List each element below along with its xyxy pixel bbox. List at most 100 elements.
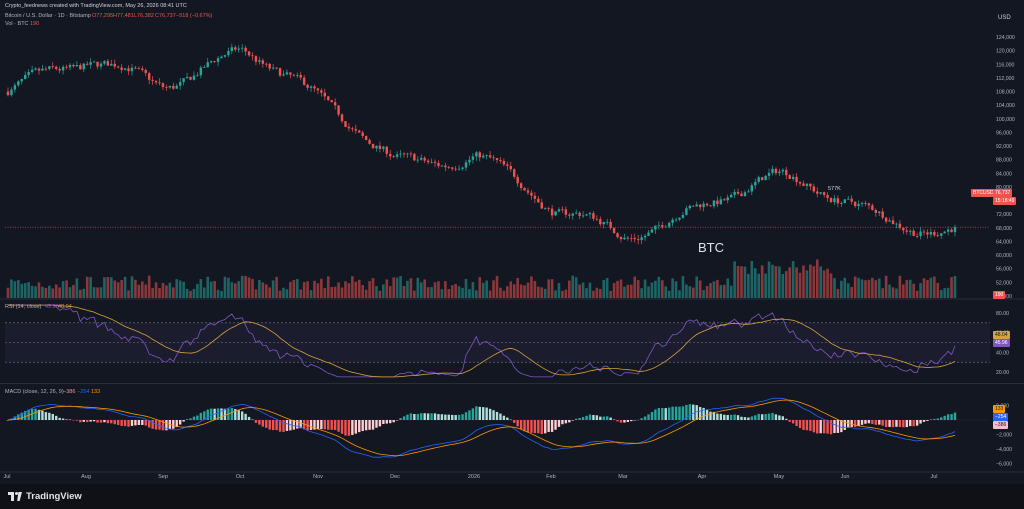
candle: [437, 160, 440, 169]
macd-hist-bar: [636, 419, 640, 421]
volume-bar: [189, 290, 192, 298]
candle: [647, 229, 650, 236]
macd-hist-bar: [919, 420, 922, 424]
candle: [392, 155, 395, 158]
macd-hist-bar: [296, 420, 299, 429]
macd-hist-bar: [526, 420, 530, 433]
candle: [915, 232, 919, 239]
candle: [48, 65, 51, 71]
volume-bar: [908, 279, 912, 298]
candle-body: [27, 72, 30, 75]
candle: [950, 227, 953, 233]
candle: [268, 63, 271, 72]
candle: [464, 159, 468, 171]
candle-body: [822, 192, 826, 195]
macd-hist-bar: [523, 420, 526, 432]
candle-body: [230, 47, 234, 52]
symbol-title[interactable]: Bitcoin / U.S. Dollar · 1D · Bitstamp: [5, 13, 91, 19]
candle-body: [643, 235, 647, 238]
candle-body: [750, 185, 754, 192]
macd-hist-bar: [323, 420, 327, 430]
candle-body: [278, 68, 282, 76]
candle: [13, 82, 17, 93]
candle-body: [723, 199, 726, 201]
candle: [657, 221, 661, 230]
candle-body: [736, 191, 740, 194]
macd-hist-bar: [864, 420, 867, 424]
macd-legend-macd: −254: [77, 389, 90, 395]
candle-body: [330, 100, 333, 103]
candle-body: [605, 221, 609, 223]
volume-bar: [657, 276, 661, 298]
candle: [754, 178, 757, 189]
macd-hist-bar: [244, 413, 247, 420]
volume-bar: [354, 281, 358, 298]
macd-hist-bar: [685, 404, 688, 420]
candle: [289, 72, 292, 79]
macd-hist-bar: [719, 413, 723, 420]
volume-bar: [891, 287, 895, 298]
volume-bar: [612, 283, 616, 298]
candle-body: [395, 154, 399, 157]
volume-bar: [712, 281, 716, 298]
macd-hist-bar: [564, 420, 568, 424]
volume-bar: [629, 284, 633, 298]
volume-bar: [244, 275, 247, 298]
macd-hist-bar: [692, 404, 695, 420]
macd-hist-bar: [702, 407, 705, 420]
candle-body: [781, 169, 785, 172]
macd-hist-bar: [333, 420, 337, 430]
tradingview-logo[interactable]: TradingView: [8, 491, 82, 502]
volume-legend[interactable]: Vol · BTC: [5, 21, 29, 27]
volume-bar: [282, 287, 285, 298]
candle-body: [871, 205, 874, 210]
candle-body: [282, 74, 285, 76]
candle: [240, 43, 244, 53]
candle: [688, 204, 692, 211]
volume-bar: [819, 266, 822, 298]
candle-body: [316, 88, 320, 91]
candle-body: [437, 162, 440, 166]
candle-body: [151, 79, 154, 81]
candle-body: [37, 68, 41, 71]
volume-bar: [506, 286, 509, 298]
macd-hist-bar: [760, 414, 764, 420]
macd-hist-bar: [588, 414, 592, 420]
candle-body: [826, 194, 829, 198]
rsi-legend[interactable]: RSI (14, close): [5, 304, 42, 310]
volume-bar: [729, 285, 733, 298]
volume-bar: [254, 289, 258, 298]
macd-hist-bar: [313, 420, 316, 430]
volume-bar: [946, 287, 950, 298]
macd-hist-bar: [144, 420, 147, 426]
candle: [602, 221, 605, 229]
macd-hist-bar: [437, 414, 440, 420]
candle-body: [296, 74, 299, 76]
macd-hist-bar: [220, 408, 223, 420]
volume-bar: [795, 267, 798, 298]
time-axis-label: Oct: [236, 474, 245, 480]
macd-hist-bar: [506, 417, 509, 420]
price-axis-label: 52,000: [996, 280, 1012, 286]
volume-bar: [626, 284, 630, 298]
macd-hist-bar: [795, 420, 798, 427]
candle-body: [209, 61, 213, 63]
candle: [864, 200, 867, 207]
candle: [426, 158, 430, 165]
macd-hist-bar: [774, 414, 778, 420]
macd-hist-bar: [158, 420, 161, 430]
candle-body: [237, 48, 240, 50]
macd-hist-bar: [791, 420, 795, 424]
macd-legend[interactable]: MACD (close, 12, 26, 9): [5, 389, 64, 395]
macd-hist-bar: [750, 416, 754, 420]
candle-body: [712, 200, 716, 207]
macd-hist-bar: [561, 420, 564, 425]
volume-bar: [220, 290, 223, 298]
candle: [330, 99, 333, 103]
candle-body: [175, 85, 178, 89]
currency-label[interactable]: USD: [998, 15, 1011, 21]
macd-hist-bar: [640, 418, 643, 420]
volume-bar: [716, 279, 719, 298]
volume-bar: [895, 288, 898, 298]
